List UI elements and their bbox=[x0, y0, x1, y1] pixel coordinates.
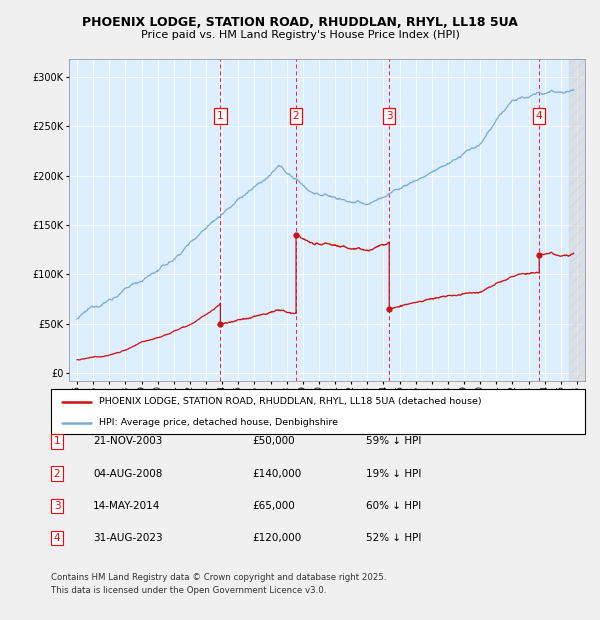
Text: 2: 2 bbox=[293, 111, 299, 122]
Text: 04-AUG-2008: 04-AUG-2008 bbox=[93, 469, 163, 479]
FancyBboxPatch shape bbox=[51, 389, 585, 434]
Text: 1: 1 bbox=[53, 436, 61, 446]
Text: HPI: Average price, detached house, Denbighshire: HPI: Average price, detached house, Denb… bbox=[99, 418, 338, 427]
Text: 59% ↓ HPI: 59% ↓ HPI bbox=[366, 436, 421, 446]
Text: 4: 4 bbox=[536, 111, 542, 122]
Text: 4: 4 bbox=[53, 533, 61, 543]
Text: 60% ↓ HPI: 60% ↓ HPI bbox=[366, 501, 421, 511]
Text: Contains HM Land Registry data © Crown copyright and database right 2025.
This d: Contains HM Land Registry data © Crown c… bbox=[51, 574, 386, 595]
Text: 1: 1 bbox=[217, 111, 224, 122]
Text: £120,000: £120,000 bbox=[252, 533, 301, 543]
Text: £65,000: £65,000 bbox=[252, 501, 295, 511]
Text: 52% ↓ HPI: 52% ↓ HPI bbox=[366, 533, 421, 543]
Text: 21-NOV-2003: 21-NOV-2003 bbox=[93, 436, 163, 446]
Bar bbox=[569, 59, 585, 381]
Text: 3: 3 bbox=[53, 501, 61, 511]
Text: £50,000: £50,000 bbox=[252, 436, 295, 446]
Text: 2: 2 bbox=[53, 469, 61, 479]
Text: Price paid vs. HM Land Registry's House Price Index (HPI): Price paid vs. HM Land Registry's House … bbox=[140, 30, 460, 40]
Text: 3: 3 bbox=[386, 111, 392, 122]
Text: 19% ↓ HPI: 19% ↓ HPI bbox=[366, 469, 421, 479]
Text: PHOENIX LODGE, STATION ROAD, RHUDDLAN, RHYL, LL18 5UA (detached house): PHOENIX LODGE, STATION ROAD, RHUDDLAN, R… bbox=[99, 397, 482, 406]
Text: 14-MAY-2014: 14-MAY-2014 bbox=[93, 501, 160, 511]
Text: £140,000: £140,000 bbox=[252, 469, 301, 479]
Text: 31-AUG-2023: 31-AUG-2023 bbox=[93, 533, 163, 543]
Text: PHOENIX LODGE, STATION ROAD, RHUDDLAN, RHYL, LL18 5UA: PHOENIX LODGE, STATION ROAD, RHUDDLAN, R… bbox=[82, 16, 518, 29]
